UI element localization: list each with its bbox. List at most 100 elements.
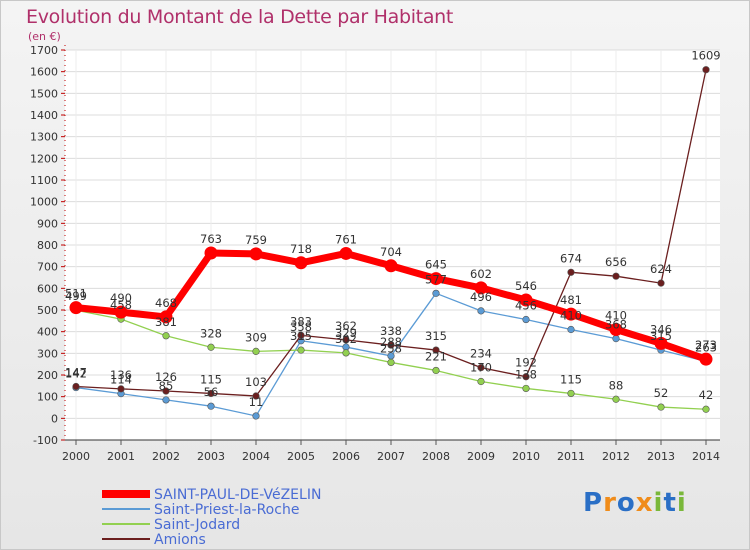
data-label: 302 [335,332,357,346]
data-label: 624 [650,262,672,276]
data-point [522,384,530,393]
grid-lines [65,49,720,441]
y-tick-label: 1000 [30,196,58,209]
data-point [207,389,215,398]
data-label: 88 [609,378,624,392]
data-point [564,307,578,321]
data-point [609,323,623,336]
data-point [384,259,398,273]
logo-letter: i [653,488,664,518]
data-point [339,246,353,260]
data-label: 103 [245,375,267,389]
data-label: 170 [470,361,492,375]
data-label: 718 [290,242,312,256]
x-tick-label: 2007 [377,450,405,463]
legend-label: Amions [154,532,206,547]
data-point [654,336,668,350]
data-point [702,405,710,413]
data-point [249,247,263,261]
x-tick-label: 2005 [287,450,315,463]
data-label: 114 [110,373,132,387]
logo-letter: x [635,488,654,518]
data-label: 338 [380,324,402,338]
logo-letter: i [676,488,687,518]
x-tick-label: 2002 [152,450,180,463]
data-point [477,377,485,386]
data-point [297,331,305,339]
data-point [72,382,80,391]
data-point [474,281,488,295]
data-label: 147 [65,365,87,379]
data-label: 11 [249,395,264,409]
data-point [294,256,308,270]
y-tick-label: 300 [37,347,58,360]
data-point [657,279,665,287]
y-tick-label: 400 [37,326,58,339]
data-point [252,347,260,355]
data-label: 358 [290,320,312,334]
data-label: 258 [380,341,402,355]
logo-letter: o [616,488,636,518]
x-tick-label: 2001 [107,450,135,463]
x-tick-label: 2013 [647,450,675,463]
data-label: 115 [560,372,582,386]
x-tick-label: 2003 [197,450,225,463]
data-point [612,395,620,403]
data-label: 328 [200,326,222,340]
y-tick-label: 500 [37,304,58,317]
data-label: 273 [695,338,717,352]
data-point [69,301,83,315]
data-label: 410 [560,309,582,323]
data-label: 288 [380,335,402,349]
data-label: 577 [425,272,447,286]
data-point [114,305,128,319]
data-label: 192 [515,356,537,370]
data-point [477,307,485,315]
data-label: 704 [380,245,402,259]
x-tick-label: 2006 [332,450,360,463]
data-label: 126 [155,370,177,384]
legend-label: SAINT-PAUL-DE-VéZELIN [154,487,321,503]
data-label: 759 [245,233,267,247]
data-label: 309 [245,330,267,344]
data-label: 142 [65,367,87,381]
data-label: 221 [425,349,447,363]
x-tick-label: 2000 [62,450,90,463]
data-label: 329 [335,326,357,340]
logo-letter: P [583,488,604,518]
y-tick-label: 200 [37,369,58,382]
y-tick-label: 1500 [30,87,58,100]
data-label: 468 [155,296,177,310]
data-label: 315 [290,329,312,343]
data-label: 56 [204,385,219,399]
data-point [387,341,395,349]
data-label: 42 [699,388,714,402]
data-label: 381 [155,315,177,329]
data-point [702,66,710,74]
data-point [432,366,440,375]
data-point [612,335,620,343]
x-tick-label: 2011 [557,450,585,463]
proxiti-logo: Proxiti [583,488,687,518]
data-point [567,389,575,398]
data-point [162,396,170,404]
data-point [477,364,485,372]
y-tick-label: 900 [37,217,58,230]
data-point [159,310,173,324]
data-point [519,293,533,307]
data-label: 674 [560,251,582,265]
data-point [204,246,218,260]
data-point [342,336,350,344]
x-axis-ticks: 2000 2001 2002 2003 2004 2005 2006 2007 2008 2009… [62,440,720,463]
data-label: 346 [650,322,672,336]
data-label: 496 [470,290,492,304]
data-label: 602 [470,267,492,281]
y-tick-label: 1300 [30,131,58,144]
data-point [297,346,305,354]
data-label: 234 [470,347,492,361]
x-tick-label: 2004 [242,450,270,463]
x-tick-label: 2009 [467,450,495,463]
data-label: 546 [515,279,537,293]
data-point [432,346,440,354]
